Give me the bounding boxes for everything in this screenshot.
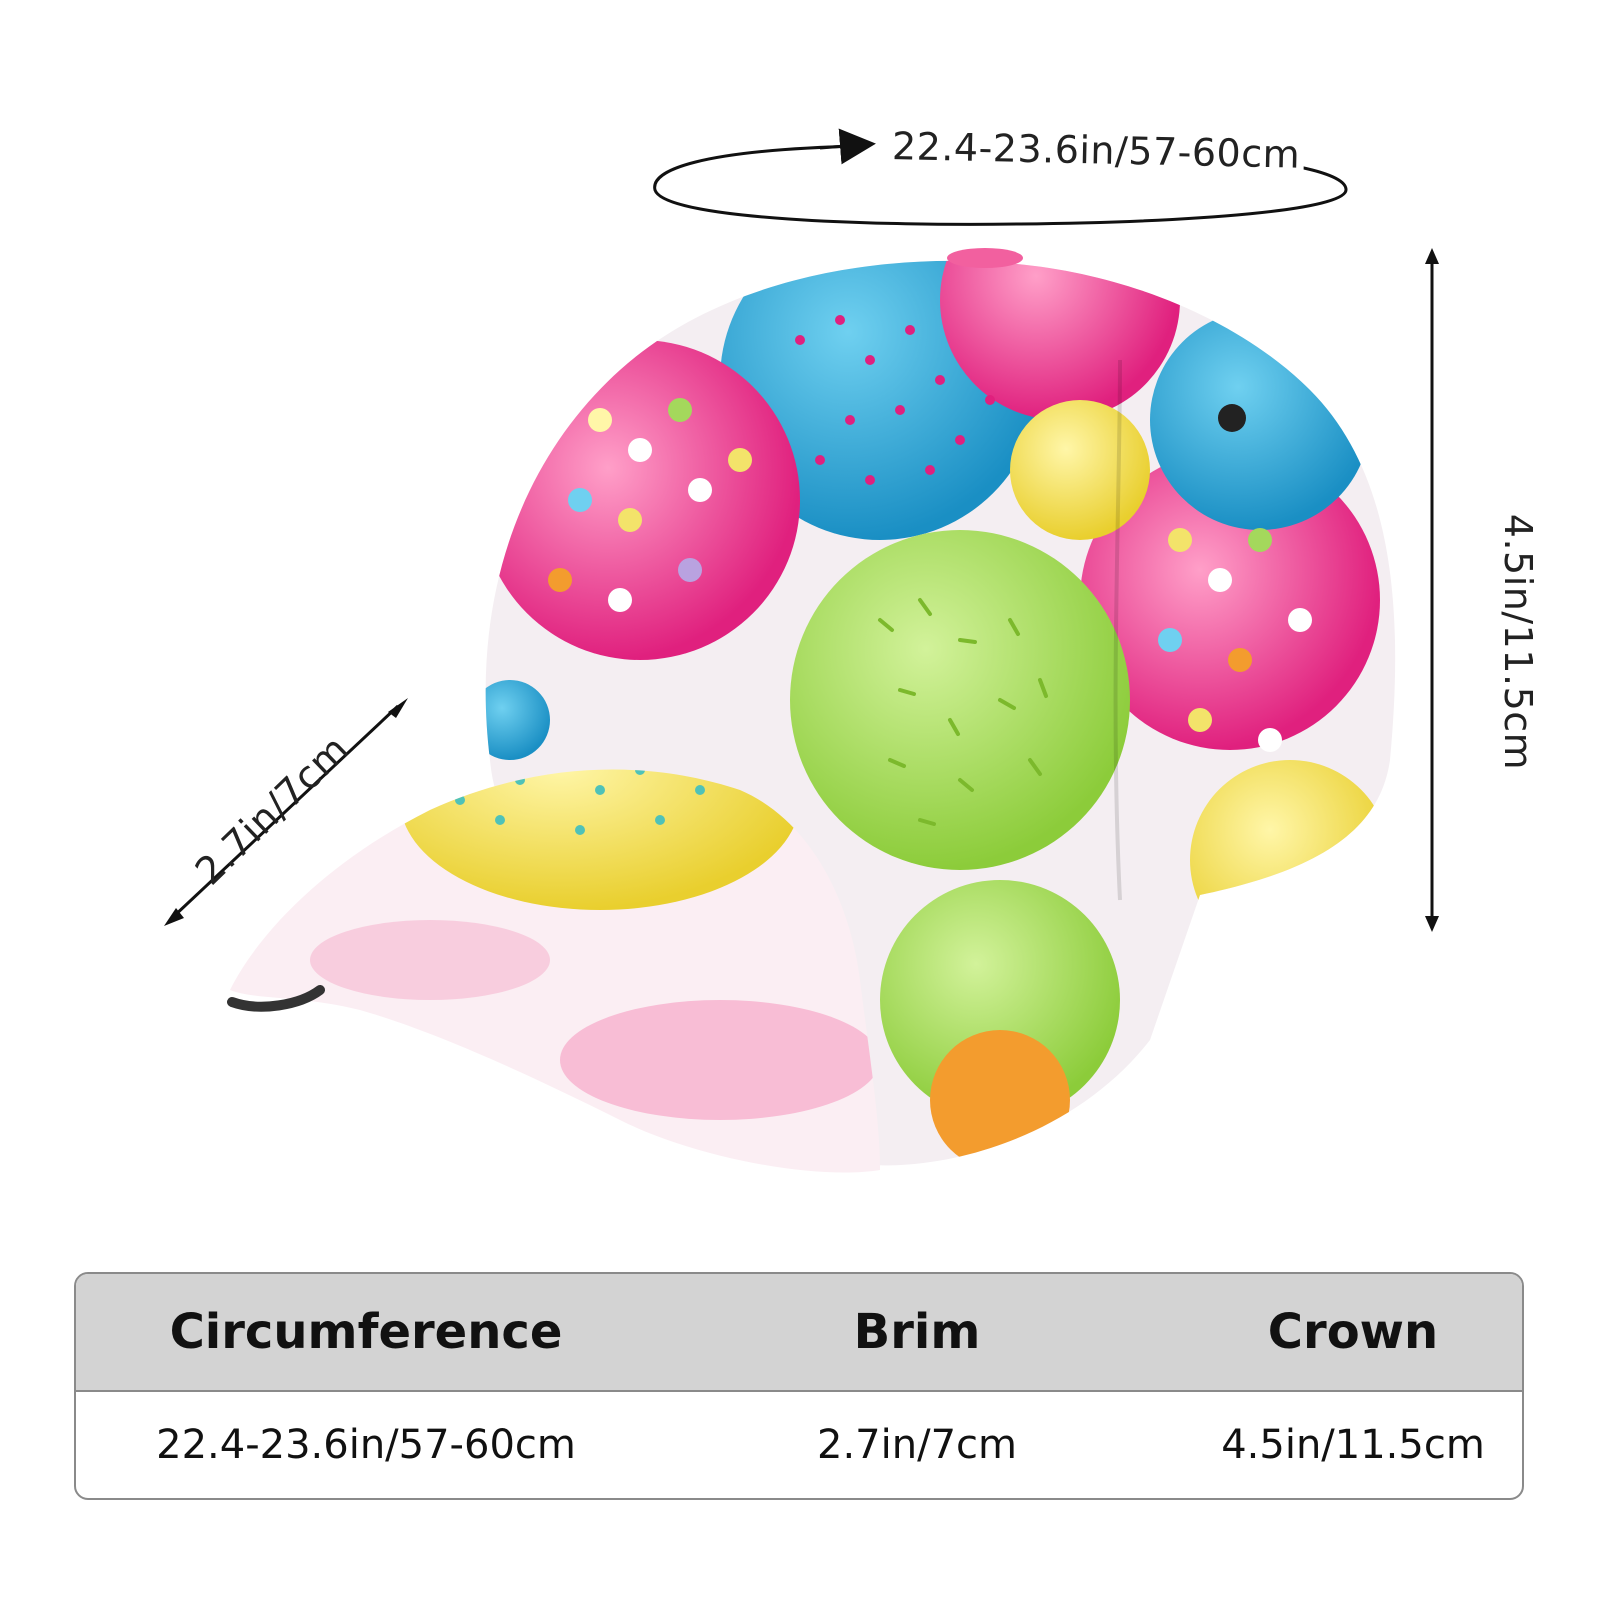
circumference-indicator — [653, 128, 1348, 226]
cap-crown — [485, 260, 1396, 1166]
size-table-header-row: Circumference Brim Crown — [76, 1274, 1522, 1392]
value-circumference: 22.4-23.6in/57-60cm — [156, 1422, 576, 1468]
circumference-dimension-label: 22.4-23.6in/57-60cm — [887, 124, 1305, 177]
size-table-value-row: 22.4-23.6in/57-60cm 2.7in/7cm 4.5in/11.5… — [76, 1392, 1522, 1498]
crown-height-indicator — [1425, 248, 1439, 932]
value-crown: 4.5in/11.5cm — [1221, 1422, 1485, 1468]
header-circumference: Circumference — [169, 1304, 563, 1360]
header-crown: Crown — [1267, 1304, 1439, 1360]
cap-button — [947, 248, 1023, 268]
value-brim: 2.7in/7cm — [817, 1422, 1017, 1468]
size-table: Circumference Brim Crown 22.4-23.6in/57-… — [74, 1272, 1524, 1500]
brim-length-indicator — [164, 698, 408, 926]
header-brim: Brim — [853, 1304, 981, 1360]
crown-dimension-label: 4.5in/11.5cm — [1496, 513, 1540, 771]
